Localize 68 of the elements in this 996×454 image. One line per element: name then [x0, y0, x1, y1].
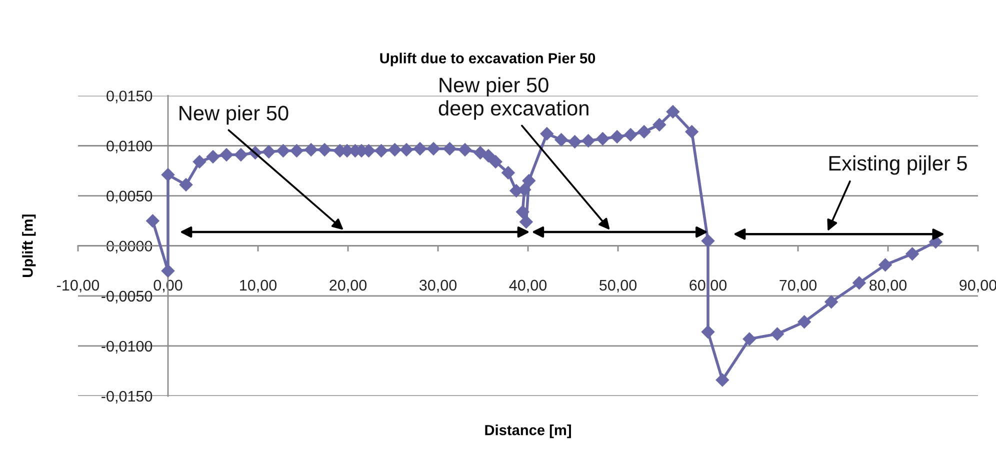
point: [516, 205, 530, 218]
point: [624, 128, 638, 142]
point: [906, 247, 919, 260]
point: [582, 134, 595, 148]
point: [318, 143, 332, 156]
point: [701, 234, 715, 248]
point: [413, 142, 427, 156]
y-tick-label: -0,0050: [102, 290, 152, 304]
point: [798, 315, 811, 329]
point: [426, 142, 440, 156]
x-axis-title: Distance [m]: [485, 424, 571, 438]
x-tick-label: 70,00: [780, 280, 817, 292]
x-tick-label: 80,00: [870, 280, 907, 292]
point: [685, 125, 698, 138]
point: [878, 258, 892, 272]
point: [770, 327, 784, 341]
point: [666, 105, 680, 118]
point: [234, 148, 248, 162]
point: [482, 149, 495, 162]
point: [290, 144, 304, 158]
point: [522, 174, 536, 188]
point: [220, 148, 234, 162]
point: [179, 178, 193, 192]
x-tick-label: 30,00: [419, 280, 457, 292]
point: [638, 125, 651, 138]
y-tick-label: -0,0100: [102, 340, 152, 354]
point: [701, 325, 715, 339]
point: [374, 144, 388, 158]
point: [554, 133, 568, 146]
y-axis-title: Uplift [m]: [22, 214, 36, 277]
point: [262, 145, 276, 158]
x-tick-label: 10,00: [240, 280, 277, 292]
point: [206, 150, 220, 164]
point: [502, 166, 515, 180]
x-tick-label: -10,00: [57, 280, 100, 292]
point: [568, 135, 582, 148]
point: [304, 143, 318, 156]
point: [161, 264, 175, 278]
point: [742, 332, 756, 346]
point: [518, 183, 531, 196]
point: [520, 215, 533, 228]
point: [596, 132, 610, 146]
annotation: New pier 50: [180, 105, 288, 125]
x-tick-label: 20,00: [330, 280, 367, 292]
y-tick-label: -0,0150: [102, 390, 152, 404]
point: [443, 142, 456, 156]
y-tick-label: 0,0100: [106, 140, 152, 154]
point: [146, 214, 160, 228]
point: [540, 127, 554, 140]
point: [652, 118, 666, 132]
point: [400, 143, 414, 156]
y-tick-label: 0,0050: [106, 190, 152, 204]
point: [388, 143, 402, 156]
point: [489, 155, 502, 168]
chart-title: Uplift due to excavation Pier 50: [380, 52, 596, 66]
x-tick-label: 50,00: [599, 280, 637, 292]
annotation: New pier 50 deep excavation: [438, 77, 588, 120]
x-tick-label: 40,00: [509, 280, 547, 292]
point: [192, 155, 206, 168]
y-tick-label: 0,0150: [106, 90, 152, 104]
point: [610, 130, 624, 144]
point: [716, 373, 729, 387]
point: [852, 276, 866, 290]
annotation: Existing pijler 5: [829, 155, 967, 175]
point: [458, 143, 472, 156]
point: [824, 295, 838, 308]
point: [161, 168, 175, 182]
point: [276, 144, 290, 158]
